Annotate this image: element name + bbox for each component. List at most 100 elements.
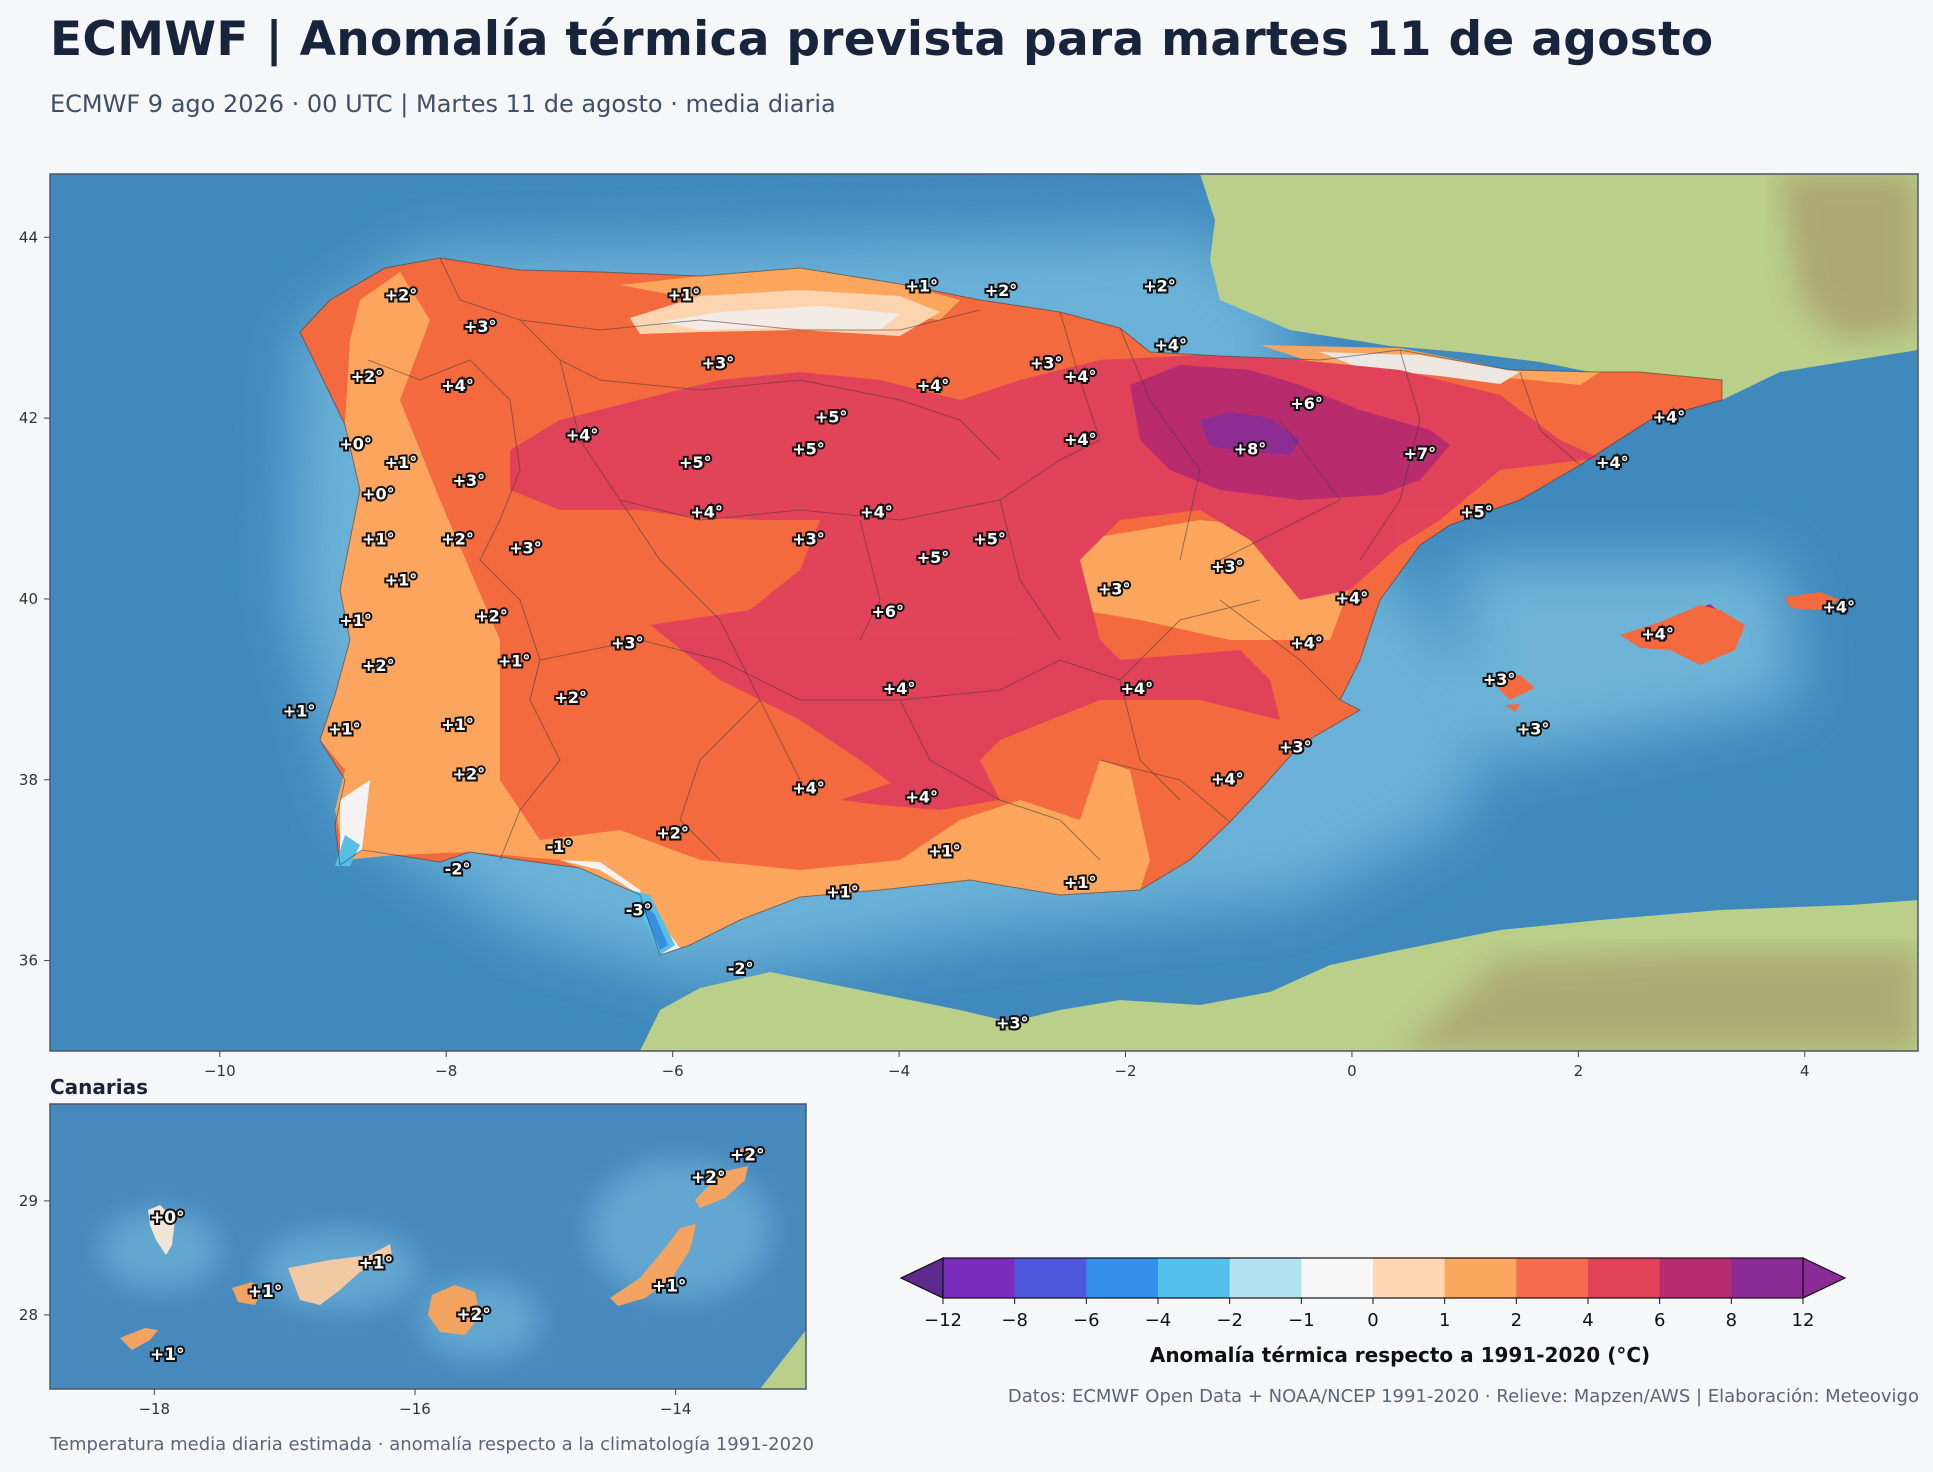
anomaly-label: +1°	[283, 701, 316, 720]
contour-negative-algarve	[335, 835, 360, 866]
anomaly-label: +3°	[1030, 353, 1063, 372]
anomaly-contours	[320, 268, 1730, 955]
anomaly-label: +4°	[1290, 634, 1323, 653]
anomaly-label: +7°	[1404, 444, 1437, 463]
main-map: −10 −8 −6 −4 −2 0 2 4 36 38 40 42 44 +2° +1° +1° +2° +2…	[19, 173, 1919, 1080]
colorbar-tick-label: 0	[1367, 1310, 1378, 1331]
colorbar-segment	[1158, 1258, 1231, 1298]
page-subtitle: ECMWF 9 ago 2026 · 00 UTC | Martes 11 de…	[50, 90, 836, 118]
x-tick-label: −6	[662, 1062, 684, 1080]
anomaly-label: +3°	[1483, 670, 1516, 689]
anomaly-label: +5°	[792, 439, 825, 458]
anomaly-label: +4°	[1064, 367, 1097, 386]
x-tick-label: −10	[204, 1062, 236, 1080]
anomaly-label: +3°	[1098, 579, 1131, 598]
colorbar-segment	[1373, 1258, 1446, 1298]
anomaly-label: +4°	[1822, 597, 1855, 616]
footer-note: Temperatura media diaria estimada · anom…	[50, 1434, 814, 1455]
colorbar-under-extension	[899, 1257, 944, 1299]
anomaly-label: +2°	[453, 765, 486, 784]
anomaly-label: +3°	[792, 530, 825, 549]
anomaly-label: +1°	[359, 1254, 394, 1274]
contour-12-plus-ebro	[1200, 412, 1300, 455]
colorbar-segment	[1229, 1258, 1302, 1298]
island-mallorca	[1620, 605, 1745, 665]
anomaly-label: +2°	[1143, 277, 1176, 296]
anomaly-label: +0°	[362, 484, 395, 503]
main-anomaly-labels: +2° +1° +1° +2° +2°+3°+3°+4°+3°+4°+2° +4° +4°+…	[281, 275, 1857, 1035]
island-formentera	[1505, 704, 1520, 712]
region-borders	[299, 257, 1723, 956]
anomaly-label: +4°	[1641, 625, 1674, 644]
anomaly-label: +4°	[1064, 430, 1097, 449]
y-tick-label: 36	[19, 952, 38, 970]
anomaly-label: +1°	[385, 570, 418, 589]
anomaly-label: -2°	[728, 959, 754, 978]
anomaly-label: +2°	[555, 688, 588, 707]
contour-2-4-west	[320, 272, 560, 860]
island-fuerteventura	[610, 1224, 696, 1306]
anomaly-label: +2°	[475, 607, 508, 626]
anomaly-label: +3°	[1279, 738, 1312, 757]
x-tick-label: 2	[1574, 1062, 1584, 1080]
inset-africa	[760, 1330, 806, 1389]
anomaly-label: +3°	[453, 471, 486, 490]
anomaly-label: +0°	[339, 435, 372, 454]
inset-map-frame	[49, 1103, 807, 1390]
colorbar-tick-label: 12	[1792, 1310, 1815, 1331]
anomaly-label: +8°	[1234, 439, 1267, 458]
anomaly-label: +2°	[362, 656, 395, 675]
contour-negative-cadiz-deep	[640, 900, 668, 950]
island-la-gomera	[232, 1282, 262, 1305]
main-y-axis: 36 38 40 42 44	[19, 228, 50, 970]
anomaly-label: +1°	[668, 286, 701, 305]
anomaly-label: +0°	[150, 1208, 185, 1228]
island-gran-canaria	[428, 1285, 480, 1335]
y-tick-label: 44	[19, 228, 38, 246]
anomaly-label: +2°	[691, 1168, 726, 1188]
inset-title: Canarias	[50, 1075, 149, 1099]
contour-2-4-south	[540, 760, 1150, 955]
colorbar-segment	[1659, 1258, 1732, 1298]
anomaly-label: +4°	[792, 778, 825, 797]
anomaly-label: +2°	[441, 530, 474, 549]
anomaly-label: +1°	[652, 1276, 687, 1296]
anomaly-label: +1°	[498, 652, 531, 671]
anomaly-label: +2°	[985, 281, 1018, 300]
anomaly-label: +2°	[456, 1305, 491, 1325]
colorbar-tick-label: 1	[1439, 1310, 1450, 1331]
anomaly-label: +3°	[464, 317, 497, 336]
anomaly-label: +2°	[351, 367, 384, 386]
page-title: ECMWF | Anomalía térmica prevista para m…	[50, 12, 1714, 67]
island-menorca	[1785, 592, 1840, 610]
credits-text: Datos: ECMWF Open Data + NOAA/NCEP 1991-…	[1007, 1386, 1919, 1407]
anomaly-label: +4°	[917, 376, 950, 395]
colorbar-label: Anomalía térmica respecto a 1991-2020 (°…	[1149, 1343, 1651, 1367]
colorbar-segment	[1731, 1258, 1804, 1298]
colorbar-tick-label: −6	[1073, 1310, 1100, 1331]
anomaly-label: +2°	[656, 824, 689, 843]
contour-cool-pyrenees	[1320, 352, 1520, 384]
colorbar-tick-label: −4	[1145, 1310, 1172, 1331]
colorbar-segment	[1444, 1258, 1517, 1298]
x-tick-label: −4	[888, 1062, 910, 1080]
anomaly-label: +4°	[1336, 588, 1369, 607]
anomaly-label: +4°	[1211, 769, 1244, 788]
anomaly-label: +3°	[509, 539, 542, 558]
main-map-frame	[49, 173, 1919, 1052]
x-tick-label: −8	[435, 1062, 457, 1080]
colorbar-tick-label: 6	[1654, 1310, 1665, 1331]
inset-x-axis: −18 −16 −14	[138, 1389, 691, 1418]
anomaly-label: +4°	[905, 787, 938, 806]
inset-y-axis: 28 29	[19, 1192, 50, 1324]
colorbar-segment	[1516, 1258, 1589, 1298]
anomaly-label: -2°	[445, 860, 471, 879]
colorbar-tick-label: 8	[1726, 1310, 1737, 1331]
anomaly-label: +4°	[1596, 453, 1629, 472]
colorbar-tick-label: −12	[924, 1310, 962, 1331]
anomaly-label: +1°	[1064, 873, 1097, 892]
colorbar-segment	[943, 1258, 1016, 1298]
anomaly-label: +5°	[973, 530, 1006, 549]
